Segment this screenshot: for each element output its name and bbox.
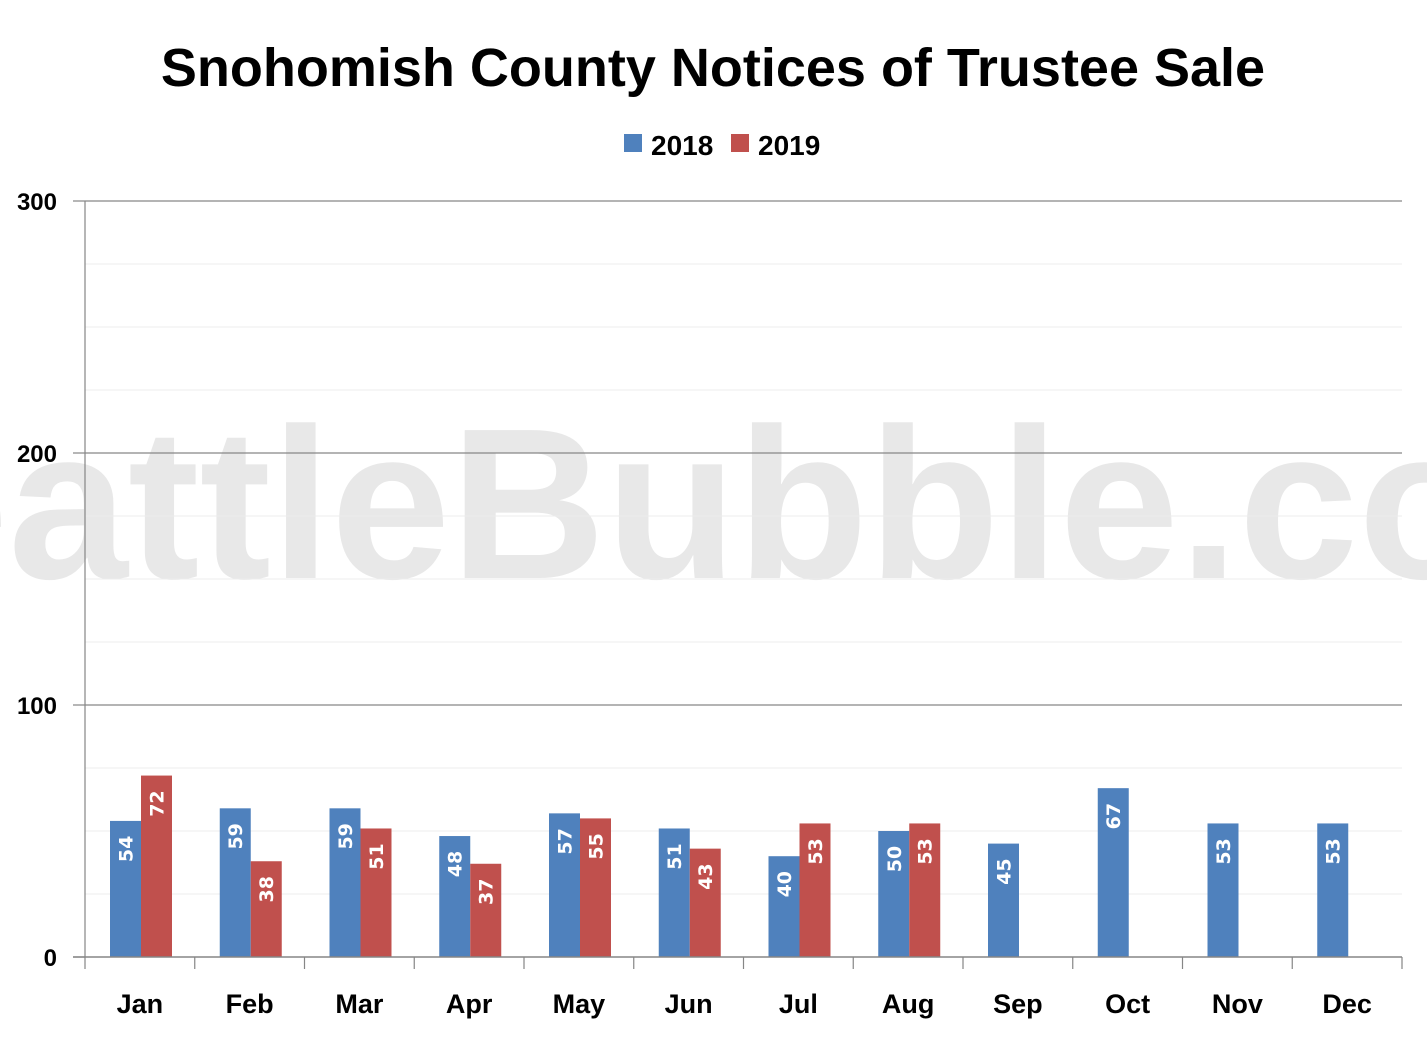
- data-label-2018-sep: 45: [994, 858, 1016, 884]
- data-label-2019-jan: 72: [147, 790, 169, 816]
- data-label-2018-jul: 40: [774, 871, 796, 897]
- bar-2019-jan: [141, 775, 172, 957]
- data-label-2019-may: 55: [586, 833, 608, 859]
- bar-2018-nov: [1207, 823, 1239, 957]
- data-label-2018-oct: 67: [1103, 803, 1125, 829]
- bar-2018-jan: [110, 820, 141, 957]
- bar-2018-apr: [439, 836, 471, 957]
- data-label-2019-aug: 53: [915, 838, 937, 864]
- x-tick-label-oct: Oct: [1105, 989, 1150, 1019]
- y-tick-label: 0: [44, 945, 57, 972]
- data-labels: 54 59 59 48 57 51 40 50 45 67 53 53 72 38 51 37 55 43 53 53: [116, 790, 1345, 905]
- data-label-2018-dec: 53: [1323, 838, 1345, 864]
- watermark: SeattleBubble.com: [0, 383, 1427, 624]
- legend-item-2019: 2019: [731, 130, 820, 161]
- bar-2018-dec: [1317, 823, 1349, 957]
- legend-label-2018: 2018: [651, 130, 713, 161]
- legend-swatch-2019: [731, 134, 749, 152]
- data-label-2018-feb: 59: [225, 823, 247, 849]
- bar-2018-aug: [878, 831, 910, 957]
- bar-2018-oct: [1097, 788, 1129, 957]
- x-tick-label-nov: Nov: [1212, 989, 1263, 1019]
- x-tick-label-mar: Mar: [335, 989, 384, 1019]
- y-tick-label: 300: [17, 189, 57, 216]
- bar-2019-may: [580, 818, 611, 957]
- x-tick-label-may: May: [553, 989, 606, 1019]
- bar-2019-jun: [689, 848, 721, 957]
- x-tick-label-feb: Feb: [226, 989, 274, 1019]
- x-tick-label-aug: Aug: [882, 989, 934, 1019]
- bar-2019-jul: [799, 823, 831, 957]
- data-label-2019-apr: 37: [476, 879, 498, 905]
- data-label-2018-mar: 59: [335, 823, 357, 849]
- bar-2018-jul: [768, 856, 800, 957]
- bar-2018-jun: [658, 828, 690, 957]
- data-label-2018-may: 57: [555, 828, 577, 854]
- data-label-2018-jun: 51: [664, 843, 686, 869]
- x-tick-label-jun: Jun: [665, 989, 713, 1019]
- bar-2019-mar: [360, 828, 392, 957]
- legend-item-2018: 2018: [624, 130, 713, 161]
- gridlines: [85, 200, 1402, 895]
- x-tick-label-apr: Apr: [446, 989, 493, 1019]
- y-axis-ticks: 0 100 200 300: [17, 189, 57, 972]
- bars: [110, 775, 1349, 957]
- x-tick-label-dec: Dec: [1322, 989, 1372, 1019]
- data-label-2018-jan: 54: [116, 836, 138, 862]
- bar-2019-feb: [250, 861, 282, 957]
- data-label-2018-apr: 48: [445, 851, 467, 877]
- axes: [73, 200, 1403, 969]
- data-label-2019-feb: 38: [256, 876, 278, 902]
- legend-label-2019: 2019: [758, 130, 820, 161]
- x-tick-label-jan: Jan: [117, 989, 164, 1019]
- data-label-2019-jul: 53: [805, 838, 827, 864]
- bar-2018-sep: [988, 843, 1019, 957]
- bar-2018-feb: [219, 808, 251, 957]
- y-tick-label: 100: [17, 693, 57, 720]
- bar-2019-apr: [470, 863, 502, 957]
- x-tick-label-sep: Sep: [993, 989, 1043, 1019]
- legend: 2018 2019: [624, 130, 820, 161]
- data-label-2019-jun: 43: [695, 863, 717, 889]
- data-label-2019-mar: 51: [366, 843, 388, 869]
- chart-title: Snohomish County Notices of Trustee Sale: [161, 38, 1265, 98]
- legend-swatch-2018: [624, 134, 642, 152]
- data-label-2018-aug: 50: [884, 846, 906, 872]
- bar-2019-aug: [909, 823, 941, 957]
- x-axis-ticks: Jan Feb Mar Apr May Jun Jul Aug Sep Oct Nov Dec: [117, 989, 1372, 1019]
- bar-2018-may: [549, 813, 580, 957]
- data-label-2018-nov: 53: [1213, 838, 1235, 864]
- y-tick-label: 200: [17, 441, 57, 468]
- x-tick-label-jul: Jul: [779, 989, 818, 1019]
- bar-2018-mar: [329, 808, 361, 957]
